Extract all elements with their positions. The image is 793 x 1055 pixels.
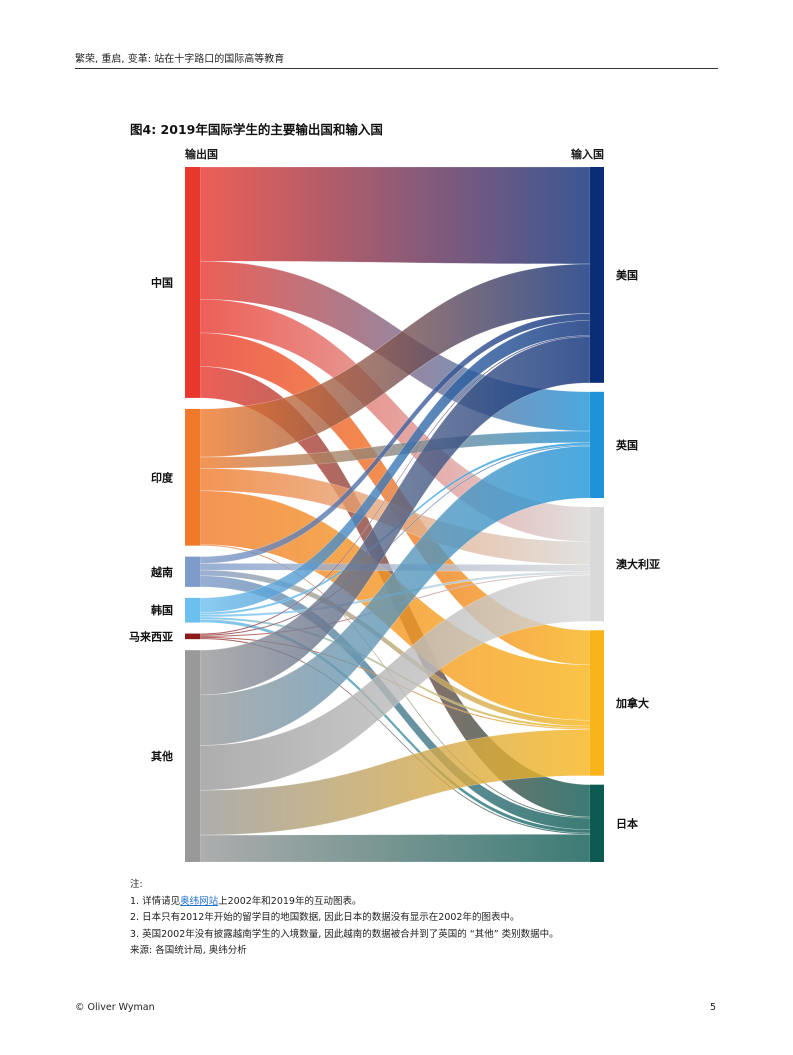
target-node-bar xyxy=(590,167,604,383)
source-node-label: 韩国 xyxy=(151,603,173,617)
source-node-bar xyxy=(185,556,200,587)
source-node-label: 马来西亚 xyxy=(129,629,173,643)
note-1-prefix: 1. 详情请见 xyxy=(130,895,181,907)
flow-link xyxy=(199,834,591,863)
source-node-bar xyxy=(185,650,200,862)
source-node-label: 印度 xyxy=(151,470,174,484)
target-node-bar xyxy=(590,784,604,862)
flow-link xyxy=(199,336,591,696)
flow-links xyxy=(199,166,591,863)
footer-page-number: 5 xyxy=(710,1002,717,1013)
figure-notes: 注: 1. 详情请见奥纬网站上2002年和2019年的互动图表。 2. 日本只有… xyxy=(130,877,559,960)
source-node-bar xyxy=(185,167,200,398)
header-divider xyxy=(75,68,718,69)
note-3: 3. 英国2002年没有披露越南学生的入境数量, 因此越南的数据被合并到了英国的… xyxy=(130,928,559,940)
note-1-suffix: 上2002年和2019年的互动图表。 xyxy=(218,895,362,907)
target-node-bar xyxy=(590,391,604,498)
footer-copyright: © Oliver Wyman xyxy=(75,1002,155,1013)
target-node-label: 加拿大 xyxy=(615,696,649,710)
source-node-label: 中国 xyxy=(151,275,173,289)
source-node-bar xyxy=(185,597,200,623)
figure-title: 图4: 2019年国际学生的主要输出国和输入国 xyxy=(130,122,383,137)
flow-link xyxy=(199,574,591,791)
oliver-wyman-website-link[interactable]: 奥纬网站 xyxy=(180,895,219,907)
flow-link xyxy=(199,166,591,265)
page-header-title: 繁荣, 重启, 变革: 站在十字路口的国际高等教育 xyxy=(75,54,285,65)
source-node-bar xyxy=(185,633,200,640)
target-column-label: 输入国 xyxy=(571,148,604,161)
note-1: 1. 详情请见奥纬网站上2002年和2019年的互动图表。 xyxy=(130,894,559,911)
target-node-label: 日本 xyxy=(616,816,638,830)
nodes xyxy=(185,167,604,862)
target-node-label: 英国 xyxy=(615,438,638,452)
target-node-bar xyxy=(590,630,604,776)
target-node-bar xyxy=(590,506,604,622)
source-column-label: 输出国 xyxy=(185,148,218,161)
notes-heading: 注: xyxy=(130,879,143,890)
target-node-label: 澳大利亚 xyxy=(616,557,660,571)
source-node-label: 其他 xyxy=(151,749,173,763)
source-node-bar xyxy=(185,408,200,546)
source-note: 来源: 各国统计局, 奥纬分析 xyxy=(130,945,247,956)
source-node-label: 越南 xyxy=(150,565,173,579)
target-node-label: 美国 xyxy=(616,268,638,282)
note-2: 2. 日本只有2012年开始的留学目的地国数据, 因此日本的数据没有显示在200… xyxy=(130,912,520,923)
